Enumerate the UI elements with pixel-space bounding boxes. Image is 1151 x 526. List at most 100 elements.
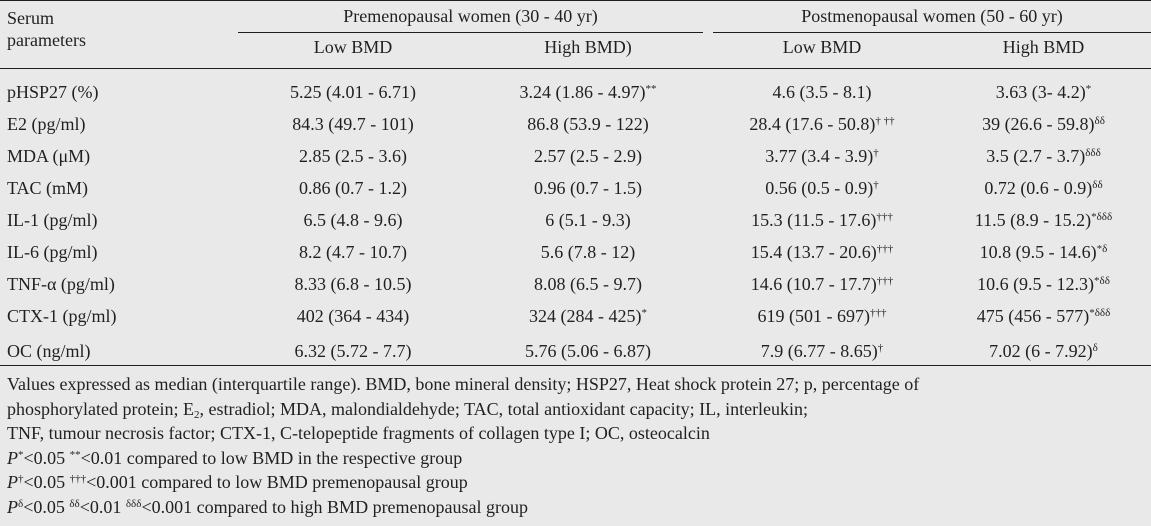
significance-marker: *δδ bbox=[1094, 274, 1110, 287]
param-header-line1: Serum bbox=[7, 8, 54, 28]
significance-marker: * bbox=[641, 306, 647, 319]
param-header-line2: parameters bbox=[7, 30, 86, 50]
value-cell: 6.5 (4.8 - 9.6) bbox=[238, 204, 468, 236]
table-row: CTX-1 (pg/ml) 402 (364 - 434) 324 (284 - 4… bbox=[0, 300, 1151, 332]
footnote-significance-star: P*<0.05 **<0.01 compared to low BMD in t… bbox=[7, 447, 463, 468]
median-iqr-value: 5.25 (4.01 - 6.71) bbox=[290, 81, 416, 102]
parameter-name: IL-6 (pg/ml) bbox=[7, 241, 98, 262]
footnote-line: Values expressed as median (interquartil… bbox=[7, 374, 920, 394]
footnote-line: phosphorylated protein; E2, estradiol; M… bbox=[7, 398, 809, 421]
value-cell: 6 (5.1 - 9.3) bbox=[468, 204, 708, 236]
subheader-post-high-bmd: High BMD bbox=[1002, 37, 1085, 57]
parameter-name: IL-1 (pg/ml) bbox=[7, 209, 98, 230]
median-iqr-value: 3.24 (1.86 - 4.97) bbox=[519, 81, 646, 102]
value-cell: 14.6 (10.7 - 17.7)††† bbox=[708, 268, 936, 300]
footnote-significance-dagger: P†<0.05 †††<0.001 compared to low BMD pr… bbox=[7, 472, 468, 492]
median-iqr-value: 28.4 (17.6 - 50.8) bbox=[749, 113, 876, 134]
value-cell: 3.63 (3- 4.2)* bbox=[936, 76, 1151, 108]
table-row: OC (ng/ml) 6.32 (5.72 - 7.7) 5.76 (5.06 - … bbox=[0, 332, 1151, 370]
significance-marker: δδ bbox=[1094, 114, 1105, 127]
median-iqr-value: 11.5 (8.9 - 15.2) bbox=[974, 209, 1092, 230]
significance-marker: ††† bbox=[876, 210, 893, 223]
value-cell: 8.08 (6.5 - 9.7) bbox=[468, 268, 708, 300]
median-iqr-value: 619 (501 - 697) bbox=[757, 305, 870, 326]
value-cell: 619 (501 - 697)††† bbox=[708, 300, 936, 332]
parameter-name: MDA (μM) bbox=[7, 145, 91, 166]
parameter-name: CTX-1 (pg/ml) bbox=[7, 305, 117, 326]
median-iqr-value: 6 (5.1 - 9.3) bbox=[545, 209, 631, 230]
value-cell: 0.56 (0.5 - 0.9)† bbox=[708, 172, 936, 204]
significance-marker: *δδδ bbox=[1089, 306, 1111, 319]
value-cell: 7.02 (6 - 7.92)δ bbox=[936, 332, 1151, 370]
significance-marker: ** bbox=[645, 82, 657, 95]
header-row-subgroups: Low BMD High BMD) Low BMD High BMD bbox=[0, 33, 1151, 69]
parameter-name: pHSP27 (%) bbox=[7, 81, 99, 102]
median-iqr-value: 5.6 (7.8 - 12) bbox=[540, 241, 636, 262]
table-row: E2 (pg/ml) 84.3 (49.7 - 101) 86.8 (53.9 - … bbox=[0, 108, 1151, 140]
value-cell: 5.6 (7.8 - 12) bbox=[468, 236, 708, 268]
value-cell: 39 (26.6 - 59.8)δδ bbox=[936, 108, 1151, 140]
median-iqr-value: 475 (456 - 577) bbox=[976, 305, 1090, 326]
value-cell: 5.76 (5.06 - 6.87) bbox=[468, 332, 708, 370]
significance-marker: * bbox=[1085, 82, 1092, 95]
median-iqr-value: 8.08 (6.5 - 9.7) bbox=[534, 273, 642, 294]
median-iqr-value: 4.6 (3.5 - 8.1) bbox=[772, 81, 872, 102]
median-iqr-value: 14.6 (10.7 - 17.7) bbox=[750, 273, 877, 294]
median-iqr-value: 0.86 (0.7 - 1.2) bbox=[299, 177, 407, 198]
median-iqr-value: 3.77 (3.4 - 3.9) bbox=[765, 145, 874, 166]
significance-marker: *δ bbox=[1096, 242, 1108, 255]
median-iqr-value: 0.56 (0.5 - 0.9) bbox=[765, 177, 874, 198]
value-cell: 86.8 (53.9 - 122) bbox=[468, 108, 708, 140]
value-cell: 28.4 (17.6 - 50.8)† †† bbox=[708, 108, 936, 140]
value-cell: 3.24 (1.86 - 4.97)** bbox=[468, 76, 708, 108]
median-iqr-value: 8.2 (4.7 - 10.7) bbox=[299, 241, 407, 262]
median-iqr-value: 7.9 (6.77 - 8.65) bbox=[760, 340, 878, 361]
median-iqr-value: 2.85 (2.5 - 3.6) bbox=[299, 145, 407, 166]
value-cell: 8.2 (4.7 - 10.7) bbox=[238, 236, 468, 268]
value-cell: 0.72 (0.6 - 0.9)δδ bbox=[936, 172, 1151, 204]
median-iqr-value: 0.72 (0.6 - 0.9) bbox=[984, 177, 1093, 198]
significance-marker: δ bbox=[1092, 341, 1098, 354]
value-cell: 3.77 (3.4 - 3.9)† bbox=[708, 140, 936, 172]
value-cell: 5.25 (4.01 - 6.71) bbox=[238, 76, 468, 108]
group-header-premenopausal: Premenopausal women (30 - 40 yr) bbox=[238, 1, 708, 33]
median-iqr-value: 324 (284 - 425) bbox=[529, 305, 642, 326]
median-iqr-value: 15.3 (11.5 - 17.6) bbox=[751, 209, 877, 230]
footnote-line: TNF, tumour necrosis factor; CTX-1, C-te… bbox=[7, 423, 710, 443]
median-iqr-value: 0.96 (0.7 - 1.5) bbox=[534, 177, 642, 198]
value-cell: 11.5 (8.9 - 15.2)*δδδ bbox=[936, 204, 1151, 236]
value-cell: 2.57 (2.5 - 2.9) bbox=[468, 140, 708, 172]
value-cell: 4.6 (3.5 - 8.1) bbox=[708, 76, 936, 108]
header-row-groups: Serum parameters Premenopausal women (30… bbox=[0, 1, 1151, 50]
median-iqr-value: 15.4 (13.7 - 20.6) bbox=[750, 241, 877, 262]
value-cell: 2.85 (2.5 - 3.6) bbox=[238, 140, 468, 172]
table-body: pHSP27 (%) 5.25 (4.01 - 6.71) 3.24 (1.86 -… bbox=[0, 76, 1151, 370]
subheader-pre-low-bmd: Low BMD bbox=[313, 37, 393, 57]
serum-parameters-table: Serum parameters Premenopausal women (30… bbox=[0, 1, 1151, 370]
value-cell: 0.86 (0.7 - 1.2) bbox=[238, 172, 468, 204]
median-iqr-value: 8.33 (6.8 - 10.5) bbox=[294, 273, 412, 294]
median-iqr-value: 3.63 (3- 4.2) bbox=[995, 81, 1086, 102]
significance-marker: † bbox=[877, 341, 884, 354]
parameter-name: OC (ng/ml) bbox=[7, 340, 91, 361]
significance-marker: ††† bbox=[876, 242, 894, 255]
median-iqr-value: 402 (364 - 434) bbox=[296, 305, 410, 326]
median-iqr-value: 10.8 (9.5 - 14.6) bbox=[979, 241, 1097, 262]
median-iqr-value: 10.6 (9.5 - 12.3) bbox=[977, 273, 1095, 294]
median-iqr-value: 6.5 (4.8 - 9.6) bbox=[303, 209, 403, 230]
significance-marker: ††† bbox=[876, 274, 894, 287]
value-cell: 0.96 (0.7 - 1.5) bbox=[468, 172, 708, 204]
median-iqr-value: 84.3 (49.7 - 101) bbox=[292, 113, 414, 134]
median-iqr-value: 39 (26.6 - 59.8) bbox=[982, 113, 1095, 134]
table-row: TNF-α (pg/ml) 8.33 (6.8 - 10.5) 8.08 (6.5 … bbox=[0, 268, 1151, 300]
value-cell: 475 (456 - 577)*δδδ bbox=[936, 300, 1151, 332]
median-iqr-value: 6.32 (5.72 - 7.7) bbox=[294, 340, 412, 361]
value-cell: 7.9 (6.77 - 8.65)† bbox=[708, 332, 936, 370]
significance-marker: † †† bbox=[875, 114, 895, 127]
significance-marker: *δδδ bbox=[1091, 210, 1113, 223]
value-cell: 8.33 (6.8 - 10.5) bbox=[238, 268, 468, 300]
group-header-postmenopausal: Postmenopausal women (50 - 60 yr) bbox=[708, 1, 1151, 33]
table-row: pHSP27 (%) 5.25 (4.01 - 6.71) 3.24 (1.86 -… bbox=[0, 76, 1151, 108]
table-row: MDA (μM) 2.85 (2.5 - 3.6) 2.57 (2.5 - 2.9)… bbox=[0, 140, 1151, 172]
parameter-name: TAC (mM) bbox=[7, 177, 89, 198]
